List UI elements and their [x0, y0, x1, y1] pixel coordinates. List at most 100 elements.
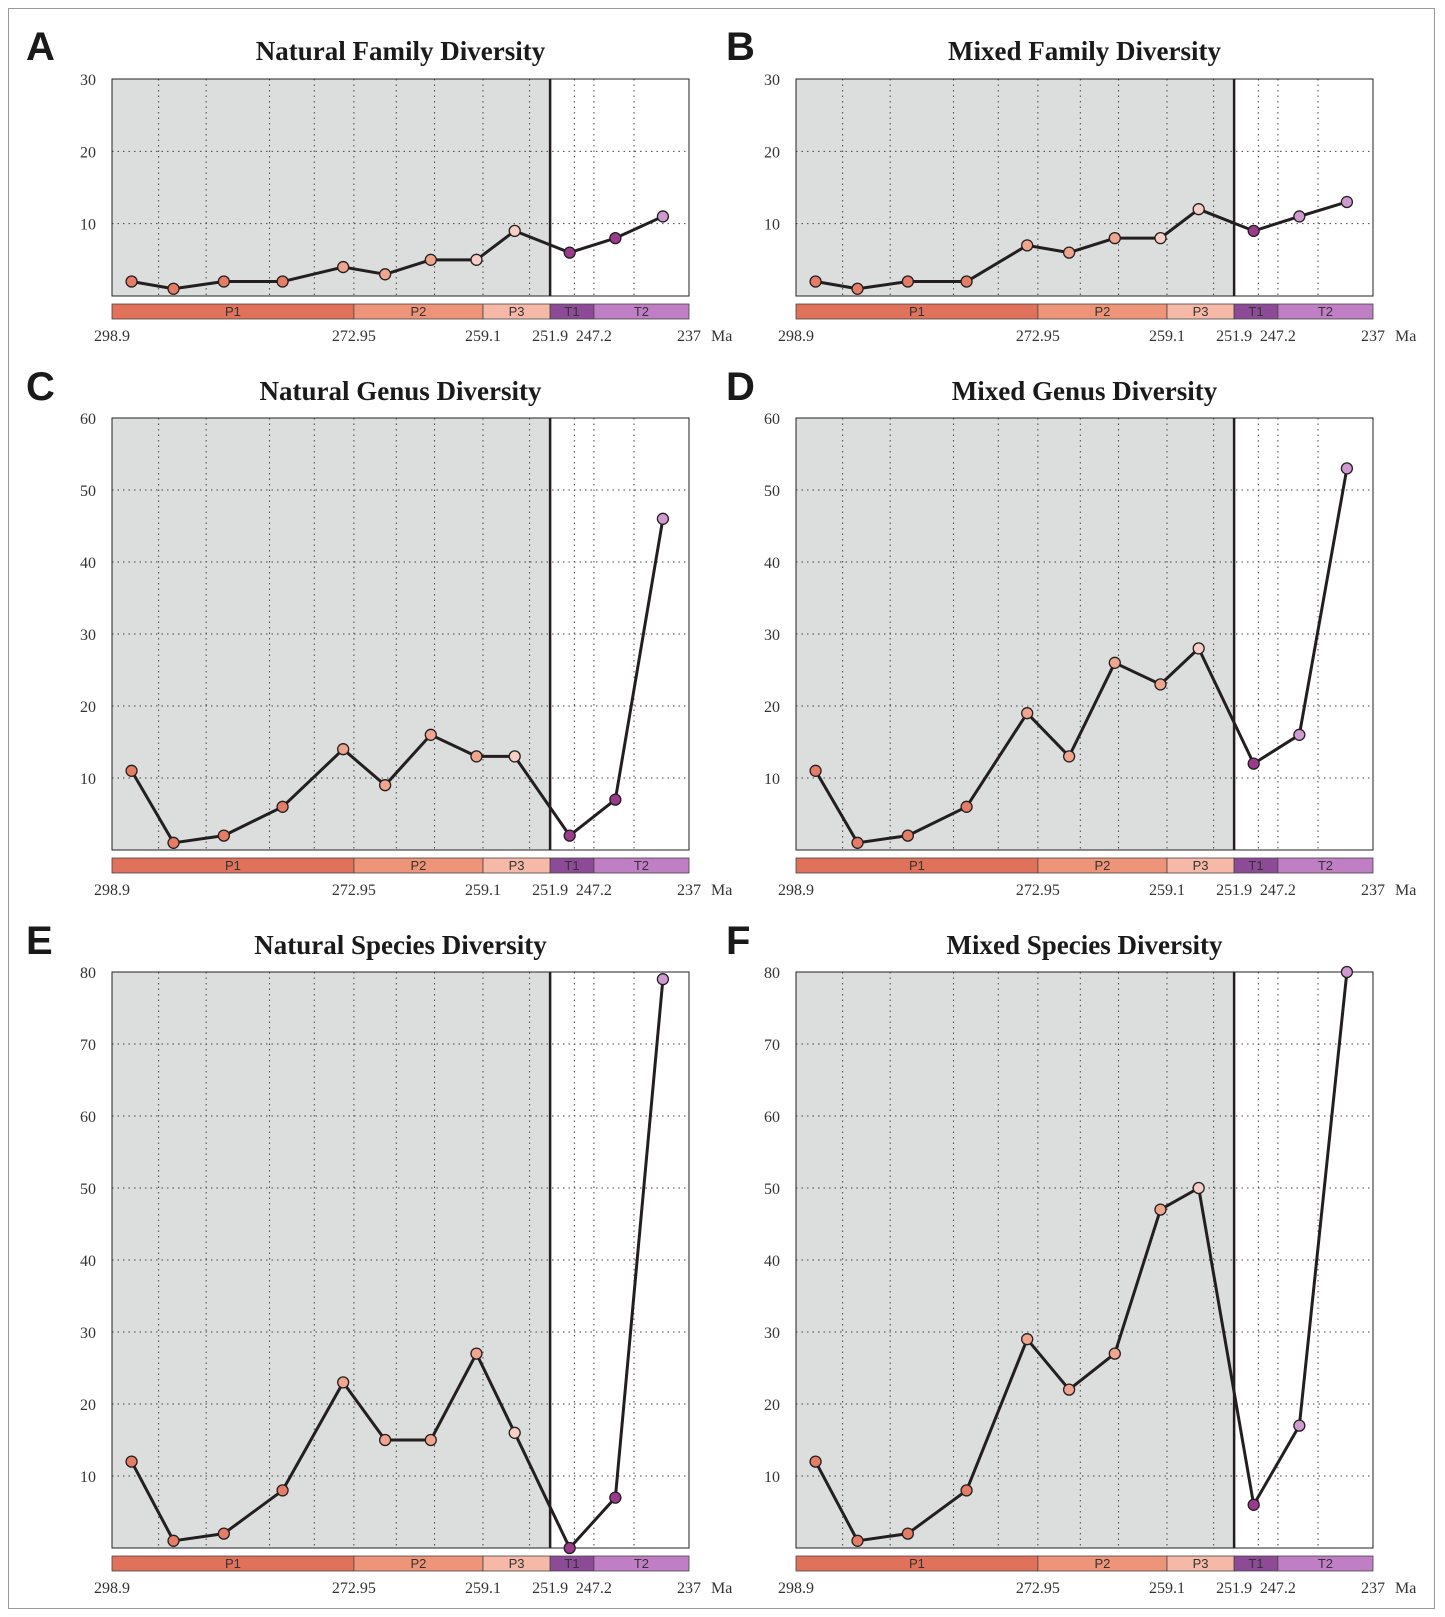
permian-shade	[112, 972, 551, 1548]
stage-label: P1	[909, 858, 925, 873]
plot-frame	[795, 971, 1374, 1549]
data-point	[424, 728, 437, 741]
panel-d: D Mixed Genus Diversity 10 20 30 40 50 60 P1 P2 P3…	[726, 365, 1416, 899]
x-tick-label: 259.1	[465, 1580, 501, 1597]
series-line	[131, 215, 664, 291]
data-point	[1062, 246, 1076, 259]
y-tick-label: 10	[764, 217, 780, 234]
data-point	[470, 1347, 483, 1360]
y-tick-label: 20	[80, 699, 96, 716]
data-point	[609, 231, 622, 245]
x-tick-label: 259.1	[465, 882, 501, 899]
data-point	[508, 750, 521, 763]
panel-letter: B	[726, 25, 755, 69]
stage-label: T2	[1318, 858, 1333, 873]
y-tick-label: 30	[764, 1325, 780, 1342]
y-tick-label: 60	[764, 1109, 780, 1126]
data-point	[508, 224, 521, 238]
y-tick-label: 10	[80, 1469, 96, 1486]
x-tick-label: 237	[1361, 1580, 1385, 1597]
data-point	[809, 275, 822, 288]
x-tick-label: 237	[677, 328, 701, 345]
permian-shade	[112, 418, 551, 850]
data-point	[851, 836, 864, 849]
panel-letter: D	[726, 365, 755, 409]
panel-a: A Natural Family Diversity 10 20 30 P1 P2 P3 T1 T…	[26, 25, 732, 345]
data-point	[1247, 1498, 1260, 1511]
x-tick-label: 298.9	[94, 328, 130, 345]
data-point	[337, 1376, 350, 1389]
data-point	[1062, 1383, 1076, 1396]
x-tick-label: 247.2	[1260, 1580, 1296, 1597]
y-tick-label: 20	[80, 144, 96, 161]
data-point	[217, 1527, 231, 1540]
x-tick-label: 298.9	[778, 882, 814, 899]
panel-title: Natural Family Diversity	[256, 36, 546, 66]
x-tick-label: 298.9	[778, 1580, 814, 1597]
x-tick-label: 247.2	[576, 882, 612, 899]
panel-letter: A	[26, 25, 55, 69]
x-tick-label: 237	[677, 882, 701, 899]
y-tick-label: 10	[80, 771, 96, 788]
series-line	[814, 971, 1349, 1543]
stage-label: P1	[225, 304, 241, 319]
data-point	[276, 1484, 289, 1497]
x-tick-label: 298.9	[94, 1580, 130, 1597]
y-tick-label: 20	[764, 144, 780, 161]
stage-label: P2	[410, 1556, 426, 1571]
data-point	[960, 1484, 973, 1497]
stage-bar-t2	[1277, 1555, 1374, 1572]
y-tick-label: 50	[764, 483, 780, 500]
plot-frame	[795, 78, 1374, 297]
data-point	[1108, 1347, 1121, 1360]
x-tick-label: 251.9	[532, 1580, 568, 1597]
data-point	[125, 1455, 138, 1468]
x-tick-label: 251.9	[532, 328, 568, 345]
x-tick-label: 237	[677, 1580, 701, 1597]
x-axis-unit: Ma	[1395, 882, 1416, 899]
plot-frame	[795, 417, 1374, 851]
stage-label: P1	[225, 858, 241, 873]
stage-label: P3	[509, 304, 525, 319]
data-point	[960, 275, 973, 288]
x-tick-label: 272.95	[332, 328, 376, 345]
data-point	[217, 829, 231, 842]
stage-label: T2	[634, 1556, 649, 1571]
data-point	[337, 743, 350, 756]
stage-label: P2	[410, 858, 426, 873]
stage-label: P1	[909, 1556, 925, 1571]
y-tick-label: 20	[80, 1397, 96, 1414]
data-point	[656, 512, 670, 525]
figure-frame	[8, 8, 1435, 1609]
x-tick-label: 247.2	[1260, 328, 1296, 345]
y-tick-label: 60	[764, 411, 780, 428]
stage-label: T2	[634, 304, 649, 319]
y-tick-label: 20	[764, 1397, 780, 1414]
data-point	[424, 1433, 437, 1447]
data-point	[167, 1534, 180, 1547]
y-tick-label: 10	[764, 1469, 780, 1486]
y-tick-label: 40	[80, 1253, 96, 1270]
stage-label: P3	[509, 858, 525, 873]
x-tick-label: 259.1	[1149, 1580, 1185, 1597]
x-tick-label: 237	[1361, 328, 1385, 345]
stage-label: T1	[564, 1556, 579, 1571]
panel-title: Natural Genus Diversity	[260, 376, 542, 406]
data-point	[609, 793, 622, 806]
x-tick-label: 259.1	[1149, 882, 1185, 899]
data-point	[1108, 656, 1121, 669]
stage-label: T1	[1248, 304, 1263, 319]
stage-label: P2	[1094, 304, 1110, 319]
stage-label: T2	[634, 858, 649, 873]
x-tick-label: 272.95	[332, 882, 376, 899]
stage-bar-t2	[593, 1555, 690, 1572]
data-point	[167, 282, 180, 295]
data-point	[1021, 707, 1034, 720]
panel-c: C Natural Genus Diversity 10 20 30 40 50 60 P1 P2…	[26, 365, 732, 899]
stage-bar-t2	[1277, 303, 1374, 320]
data-point	[1247, 224, 1260, 238]
data-point	[563, 829, 576, 842]
data-point	[960, 800, 973, 813]
data-point	[1108, 231, 1121, 245]
